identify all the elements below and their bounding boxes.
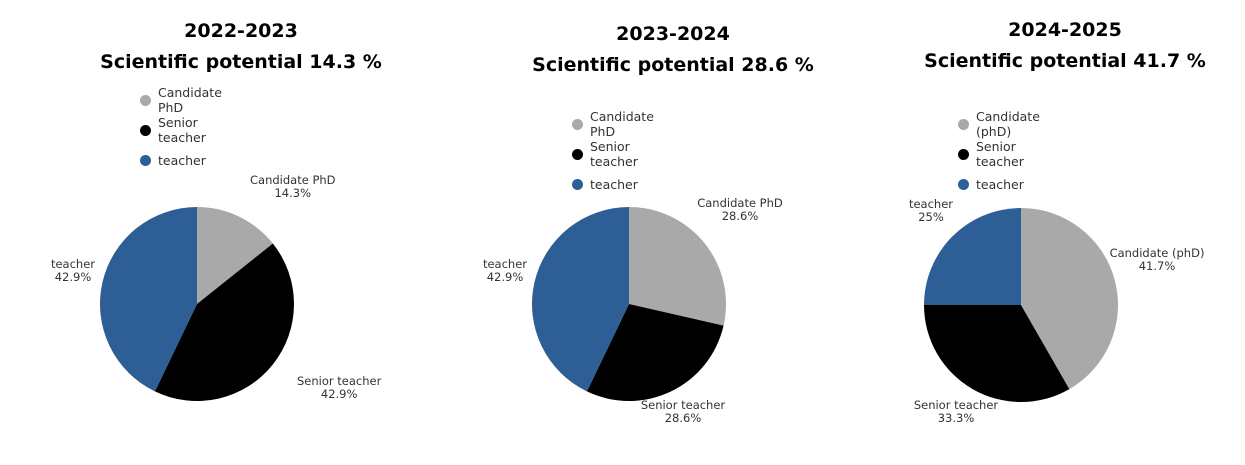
legend-label: Senior teacher — [590, 139, 638, 169]
pie-slice-senior-teacher — [586, 304, 724, 401]
legend-label: Candidate (phD) — [976, 109, 1040, 139]
slice-percent-label: 28.6% — [665, 411, 702, 425]
legend-swatch-black — [572, 148, 583, 160]
legend-swatch-gray — [958, 118, 969, 130]
slice-name-label: Senior teacher — [641, 398, 726, 412]
legend-swatch-blue — [958, 178, 969, 190]
slice-name-label: Candidate (phD) — [1110, 246, 1205, 260]
pie-slice-candidate-phd — [629, 207, 727, 326]
legend-label: Candidate PhD — [158, 85, 222, 115]
legend-item-senior-teacher: Senior teacher — [140, 115, 222, 145]
slice-name-label: Senior teacher — [914, 398, 999, 412]
slice-name-label: Candidate PhD — [697, 196, 783, 210]
legend-item-teacher: teacher — [140, 145, 222, 175]
chart-legend: Candidate PhD Senior teacher teacher — [572, 109, 654, 199]
slice-percent-label: 28.6% — [722, 209, 759, 223]
legend-label: Senior teacher — [976, 139, 1024, 169]
pie-slice-senior-teacher — [924, 305, 1070, 403]
legend-swatch-black — [958, 148, 969, 160]
slice-percent-label: 42.9% — [55, 270, 92, 284]
pie-slice-teacher — [924, 208, 1021, 305]
slice-percent-label: 42.9% — [487, 270, 524, 284]
legend-item-candidate: Candidate (phD) — [958, 109, 1040, 139]
chart-title-years: 2023-2024 — [616, 23, 730, 45]
slice-percent-label: 42.9% — [321, 387, 358, 401]
slice-name-label: Candidate PhD — [250, 173, 336, 187]
slice-name-label: teacher — [51, 257, 95, 271]
slice-percent-label: 25% — [918, 210, 944, 224]
legend-label: teacher — [590, 176, 638, 192]
chart-title: 2022-2023 Scientific potential 14.3 % — [100, 16, 382, 78]
legend-item-teacher: teacher — [572, 169, 654, 199]
pie-slice-candidate-phd — [1021, 208, 1119, 390]
slice-name-label: Senior teacher — [297, 374, 382, 388]
legend-item-senior-teacher: Senior teacher — [572, 139, 654, 169]
pie-slice-senior-teacher — [154, 243, 295, 401]
pie-slice-teacher — [100, 207, 197, 392]
legend-swatch-gray — [140, 94, 151, 106]
pie-slice-candidate-phd — [197, 207, 273, 304]
slice-name-label: teacher — [483, 257, 527, 271]
chart-legend: Candidate (phD) Senior teacher teacher — [958, 109, 1040, 199]
legend-item-teacher: teacher — [958, 169, 1040, 199]
legend-swatch-black — [140, 124, 151, 136]
slice-name-label: teacher — [909, 197, 953, 211]
slice-percent-label: 14.3% — [274, 186, 311, 200]
chart-title-years: 2024-2025 — [1008, 19, 1122, 41]
chart-title-years: 2022-2023 — [184, 20, 298, 42]
legend-label: Candidate PhD — [590, 109, 654, 139]
chart-title: 2023-2024 Scientific potential 28.6 % — [532, 19, 814, 81]
pie-slice-teacher — [532, 207, 629, 392]
chart-title-potential: Scientific potential 28.6 % — [532, 54, 814, 76]
legend-item-senior-teacher: Senior teacher — [958, 139, 1040, 169]
legend-item-candidate: Candidate PhD — [140, 85, 222, 115]
legend-label: teacher — [976, 176, 1024, 192]
legend-swatch-blue — [140, 154, 151, 166]
legend-label: Senior teacher — [158, 115, 206, 145]
chart-title-potential: Scientific potential 14.3 % — [100, 51, 382, 73]
legend-item-candidate: Candidate PhD — [572, 109, 654, 139]
slice-percent-label: 33.3% — [938, 411, 975, 425]
chart-title: 2024-2025 Scientific potential 41.7 % — [924, 15, 1206, 77]
chart-legend: Candidate PhD Senior teacher teacher — [140, 85, 222, 175]
legend-swatch-blue — [572, 178, 583, 190]
legend-swatch-gray — [572, 118, 583, 130]
slice-percent-label: 41.7% — [1139, 259, 1176, 273]
legend-label: teacher — [158, 152, 206, 168]
chart-title-potential: Scientific potential 41.7 % — [924, 50, 1206, 72]
